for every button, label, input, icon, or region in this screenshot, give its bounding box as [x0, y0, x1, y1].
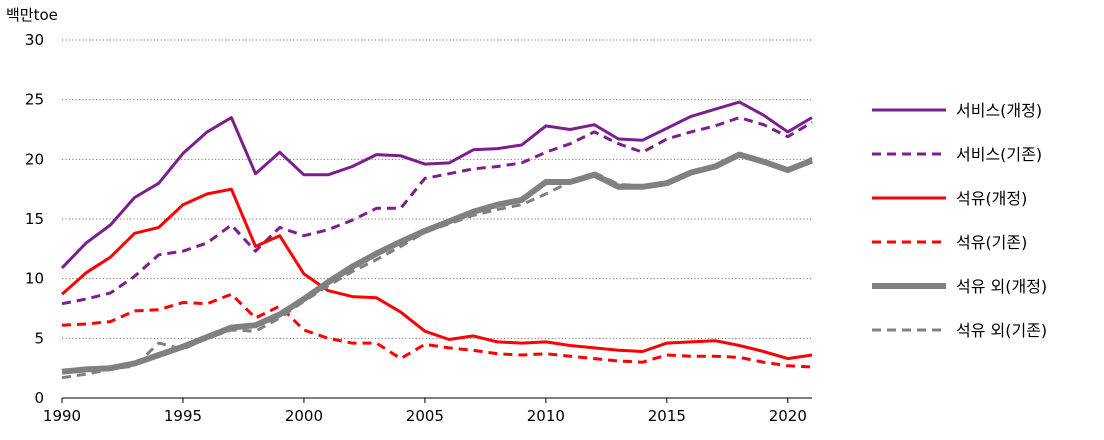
legend-label: 서비스(기존)	[956, 145, 1042, 164]
legend-label: 석유 외(개정)	[956, 277, 1047, 296]
series-line	[61, 187, 813, 361]
y-unit-label: 백만toe	[6, 6, 58, 24]
axes	[61, 397, 812, 403]
legend: 서비스(개정) 서비스(기존) 석유(개정) 석유(기존) 석유 외(개정) 석유 외(기…	[872, 101, 1047, 340]
series-line	[61, 151, 814, 375]
series-line	[61, 116, 813, 306]
y-tick-label: 30	[25, 31, 44, 49]
series-line	[61, 154, 813, 380]
x-tick-label: 2015	[648, 407, 686, 425]
series-line	[60, 100, 813, 269]
y-tick-labels: 0 5 10 15 20 25 30	[25, 31, 44, 407]
x-tick-label: 1995	[164, 407, 202, 425]
gridlines	[62, 39, 812, 339]
y-tick-label: 15	[25, 210, 44, 228]
legend-label: 서비스(개정)	[956, 101, 1042, 120]
series-lines	[60, 100, 814, 380]
y-tick-label: 10	[25, 270, 44, 288]
legend-label: 석유 외(기존)	[956, 321, 1047, 340]
y-tick-label: 5	[34, 329, 44, 347]
x-tick-label: 2010	[527, 407, 565, 425]
x-tick-label: 2005	[406, 407, 444, 425]
x-tick-label: 2020	[769, 407, 807, 425]
legend-label: 석유(기존)	[956, 233, 1027, 252]
y-tick-label: 25	[25, 91, 44, 109]
legend-label: 석유(개정)	[956, 189, 1027, 208]
series-line	[61, 292, 813, 369]
y-tick-label: 20	[25, 150, 44, 168]
y-tick-label: 0	[34, 389, 44, 407]
x-tick-label: 1990	[43, 407, 81, 425]
x-tick-labels: 1990 1995 2000 2005 2010 2015 2020	[43, 407, 807, 425]
x-tick-label: 2000	[285, 407, 323, 425]
